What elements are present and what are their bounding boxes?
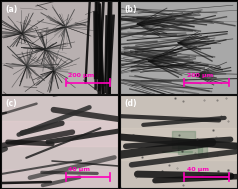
Text: (d): (d): [124, 99, 137, 108]
Text: 40 μm: 40 μm: [187, 167, 208, 172]
Text: 200 μm: 200 μm: [187, 73, 213, 78]
Text: (c): (c): [6, 99, 17, 108]
Text: (b): (b): [124, 5, 137, 14]
Text: 40 μm: 40 μm: [68, 167, 90, 172]
Text: (a): (a): [6, 5, 18, 14]
Text: 200 μm: 200 μm: [68, 73, 94, 78]
